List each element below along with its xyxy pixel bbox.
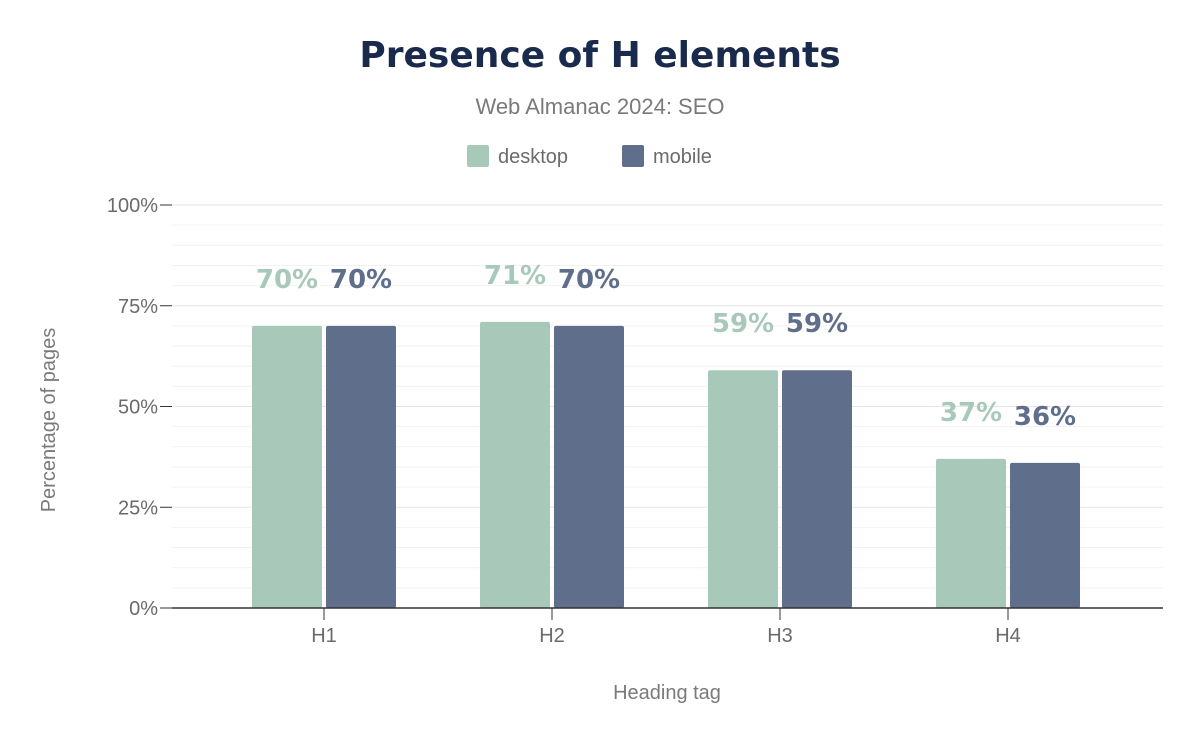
bar-mobile-H2[interactable] — [554, 325, 624, 608]
data-label-mobile-H1: 70% — [330, 265, 392, 295]
data-label-mobile-H4: 36% — [1014, 402, 1076, 432]
bar-desktop-H4[interactable] — [936, 458, 1006, 608]
bars: 70% 70% 71% 70% 59% 59% 37% 36% — [252, 261, 1080, 608]
bar-mobile-H1[interactable] — [326, 325, 396, 608]
y-axis-ticks: 0% 25% 50% 75% 100% — [107, 195, 172, 620]
y-tick-label: 50% — [118, 397, 158, 419]
x-tick-label: H3 — [767, 625, 793, 647]
data-label-desktop-H3: 59% — [712, 309, 774, 339]
x-axis-ticks: H1 H2 H3 H4 — [311, 608, 1021, 647]
chart-subtitle: Web Almanac 2024: SEO — [475, 94, 724, 119]
bar-mobile-H4[interactable] — [1010, 462, 1080, 608]
y-tick-label: 25% — [118, 497, 158, 519]
data-label-desktop-H1: 70% — [256, 265, 318, 295]
y-tick-label: 0% — [129, 598, 158, 620]
x-axis-label: Heading tag — [613, 682, 721, 704]
bar-desktop-H2[interactable] — [480, 321, 550, 608]
x-tick-label: H4 — [995, 625, 1021, 647]
legend-swatch-mobile — [622, 145, 644, 167]
legend-swatch-desktop — [467, 145, 489, 167]
x-tick-label: H1 — [311, 625, 337, 647]
chart-title: Presence of H elements — [359, 35, 840, 76]
bar-desktop-H3[interactable] — [708, 370, 778, 608]
y-tick-label: 100% — [107, 195, 158, 217]
data-label-desktop-H4: 37% — [940, 398, 1002, 428]
legend-label-desktop[interactable]: desktop — [498, 146, 568, 168]
x-tick-label: H2 — [539, 625, 565, 647]
data-label-desktop-H2: 71% — [484, 261, 546, 291]
y-tick-label: 75% — [118, 296, 158, 318]
legend-label-mobile[interactable]: mobile — [653, 146, 712, 168]
bar-desktop-H1[interactable] — [252, 325, 322, 608]
bar-mobile-H3[interactable] — [782, 370, 852, 608]
legend: desktop mobile — [467, 145, 712, 168]
data-label-mobile-H3: 59% — [786, 309, 848, 339]
data-label-mobile-H2: 70% — [558, 265, 620, 295]
y-axis-label: Percentage of pages — [38, 328, 60, 513]
